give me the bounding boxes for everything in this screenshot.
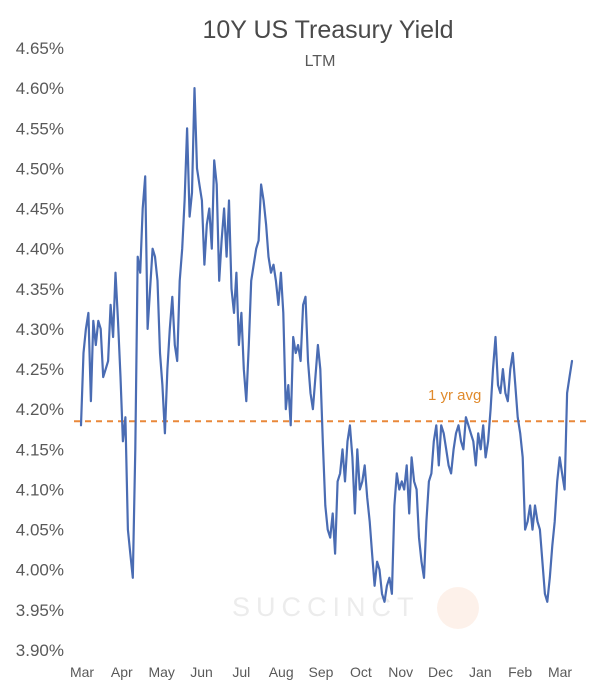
average-line-label: 1 yr avg	[428, 387, 481, 404]
x-tick-label: Nov	[388, 664, 413, 680]
y-tick-label: 3.95%	[16, 601, 64, 620]
y-axis: 4.65% 4.60% 4.55% 4.50% 4.45% 4.40% 4.35% 4.30%…	[16, 39, 64, 660]
watermark-icon	[437, 587, 479, 629]
x-tick-label: Jan	[469, 664, 492, 680]
x-tick-label: Jun	[190, 664, 213, 680]
y-tick-label: 4.05%	[16, 521, 64, 540]
x-tick-label: Apr	[111, 664, 133, 680]
x-tick-label: May	[148, 664, 174, 680]
x-tick-label: Oct	[350, 664, 372, 680]
y-tick-label: 4.55%	[16, 119, 64, 138]
x-axis: Mar Apr May Jun Jul Aug Sep Oct Nov Dec Jan Feb Mar	[70, 664, 572, 680]
y-tick-label: 3.90%	[16, 641, 64, 660]
x-tick-label: Aug	[269, 664, 294, 680]
x-tick-label: Feb	[508, 664, 532, 680]
y-tick-label: 4.45%	[16, 200, 64, 219]
y-tick-label: 4.60%	[16, 79, 64, 98]
y-tick-label: 4.25%	[16, 360, 64, 379]
y-tick-label: 4.15%	[16, 440, 64, 459]
x-tick-label: Jul	[232, 664, 250, 680]
x-tick-label: Sep	[309, 664, 334, 680]
x-tick-label: Mar	[70, 664, 94, 680]
y-tick-label: 4.50%	[16, 159, 64, 178]
x-tick-label: Dec	[428, 664, 453, 680]
chart-subtitle: LTM	[305, 53, 336, 70]
y-tick-label: 4.40%	[16, 240, 64, 259]
y-tick-label: 4.65%	[16, 39, 64, 58]
watermark-text: SUCCINCT	[232, 592, 420, 622]
y-tick-label: 4.00%	[16, 561, 64, 580]
x-tick-label: Mar	[548, 664, 572, 680]
watermark-logo: SUCCINCT	[232, 587, 479, 629]
average-line-group: 1 yr avg	[74, 387, 588, 423]
y-tick-label: 4.10%	[16, 480, 64, 499]
y-tick-label: 4.30%	[16, 320, 64, 339]
chart-title: 10Y US Treasury Yield	[202, 16, 453, 44]
y-tick-label: 4.35%	[16, 280, 64, 299]
y-tick-label: 4.20%	[16, 400, 64, 419]
yield-series-line	[79, 86, 574, 603]
series-layer	[79, 86, 574, 603]
